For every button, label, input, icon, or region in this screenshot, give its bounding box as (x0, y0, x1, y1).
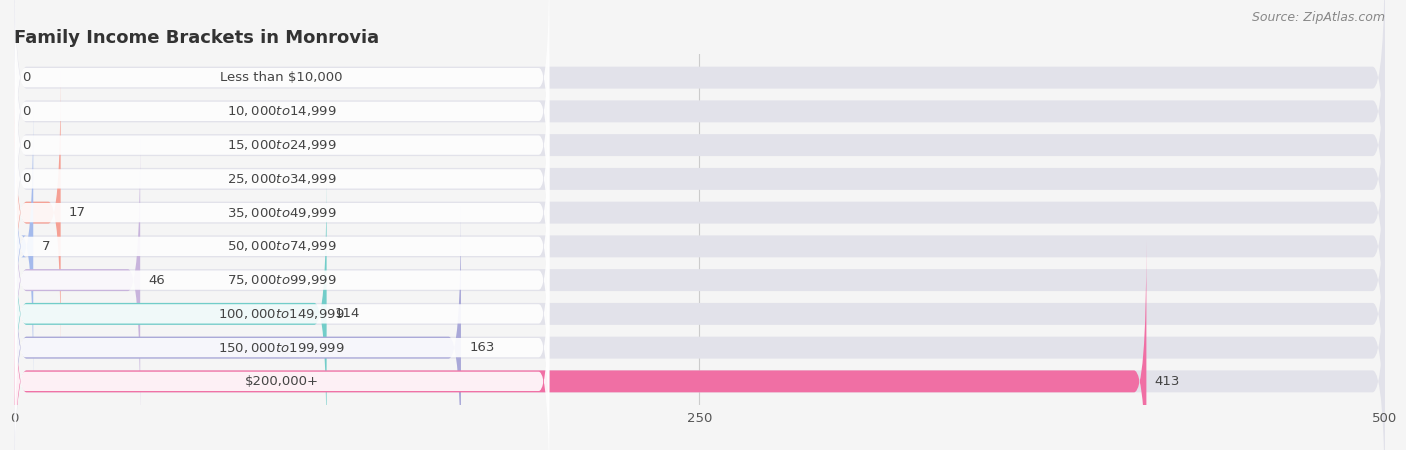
Text: 0: 0 (22, 105, 31, 118)
FancyBboxPatch shape (14, 173, 326, 450)
FancyBboxPatch shape (14, 240, 1146, 450)
FancyBboxPatch shape (14, 194, 550, 433)
Text: 7: 7 (42, 240, 51, 253)
FancyBboxPatch shape (14, 105, 34, 387)
FancyBboxPatch shape (14, 139, 141, 421)
Text: 413: 413 (1154, 375, 1180, 388)
FancyBboxPatch shape (14, 0, 550, 231)
FancyBboxPatch shape (14, 105, 1385, 387)
FancyBboxPatch shape (14, 228, 550, 450)
FancyBboxPatch shape (14, 0, 1385, 252)
Text: Family Income Brackets in Monrovia: Family Income Brackets in Monrovia (14, 29, 380, 47)
FancyBboxPatch shape (14, 0, 550, 197)
FancyBboxPatch shape (14, 72, 60, 354)
FancyBboxPatch shape (14, 161, 550, 400)
FancyBboxPatch shape (14, 173, 1385, 450)
FancyBboxPatch shape (14, 0, 1385, 219)
Text: $75,000 to $99,999: $75,000 to $99,999 (226, 273, 336, 287)
Text: 114: 114 (335, 307, 360, 320)
Text: $10,000 to $14,999: $10,000 to $14,999 (226, 104, 336, 118)
Text: $150,000 to $199,999: $150,000 to $199,999 (218, 341, 344, 355)
Text: $15,000 to $24,999: $15,000 to $24,999 (226, 138, 336, 152)
Text: 46: 46 (149, 274, 165, 287)
Text: 0: 0 (22, 172, 31, 185)
FancyBboxPatch shape (14, 262, 550, 450)
FancyBboxPatch shape (14, 26, 550, 265)
FancyBboxPatch shape (14, 93, 550, 332)
Text: 0: 0 (22, 71, 31, 84)
FancyBboxPatch shape (14, 240, 1385, 450)
Text: 163: 163 (470, 341, 495, 354)
FancyBboxPatch shape (14, 59, 550, 298)
Text: $50,000 to $74,999: $50,000 to $74,999 (226, 239, 336, 253)
Text: $200,000+: $200,000+ (245, 375, 318, 388)
Text: Source: ZipAtlas.com: Source: ZipAtlas.com (1251, 11, 1385, 24)
FancyBboxPatch shape (14, 72, 1385, 354)
Text: 17: 17 (69, 206, 86, 219)
FancyBboxPatch shape (14, 127, 550, 366)
Text: $100,000 to $149,999: $100,000 to $149,999 (218, 307, 344, 321)
Text: $25,000 to $34,999: $25,000 to $34,999 (226, 172, 336, 186)
FancyBboxPatch shape (14, 139, 1385, 421)
FancyBboxPatch shape (14, 38, 1385, 320)
Text: 0: 0 (22, 139, 31, 152)
FancyBboxPatch shape (14, 207, 1385, 450)
Text: $35,000 to $49,999: $35,000 to $49,999 (226, 206, 336, 220)
Text: Less than $10,000: Less than $10,000 (221, 71, 343, 84)
FancyBboxPatch shape (14, 207, 461, 450)
FancyBboxPatch shape (14, 4, 1385, 286)
